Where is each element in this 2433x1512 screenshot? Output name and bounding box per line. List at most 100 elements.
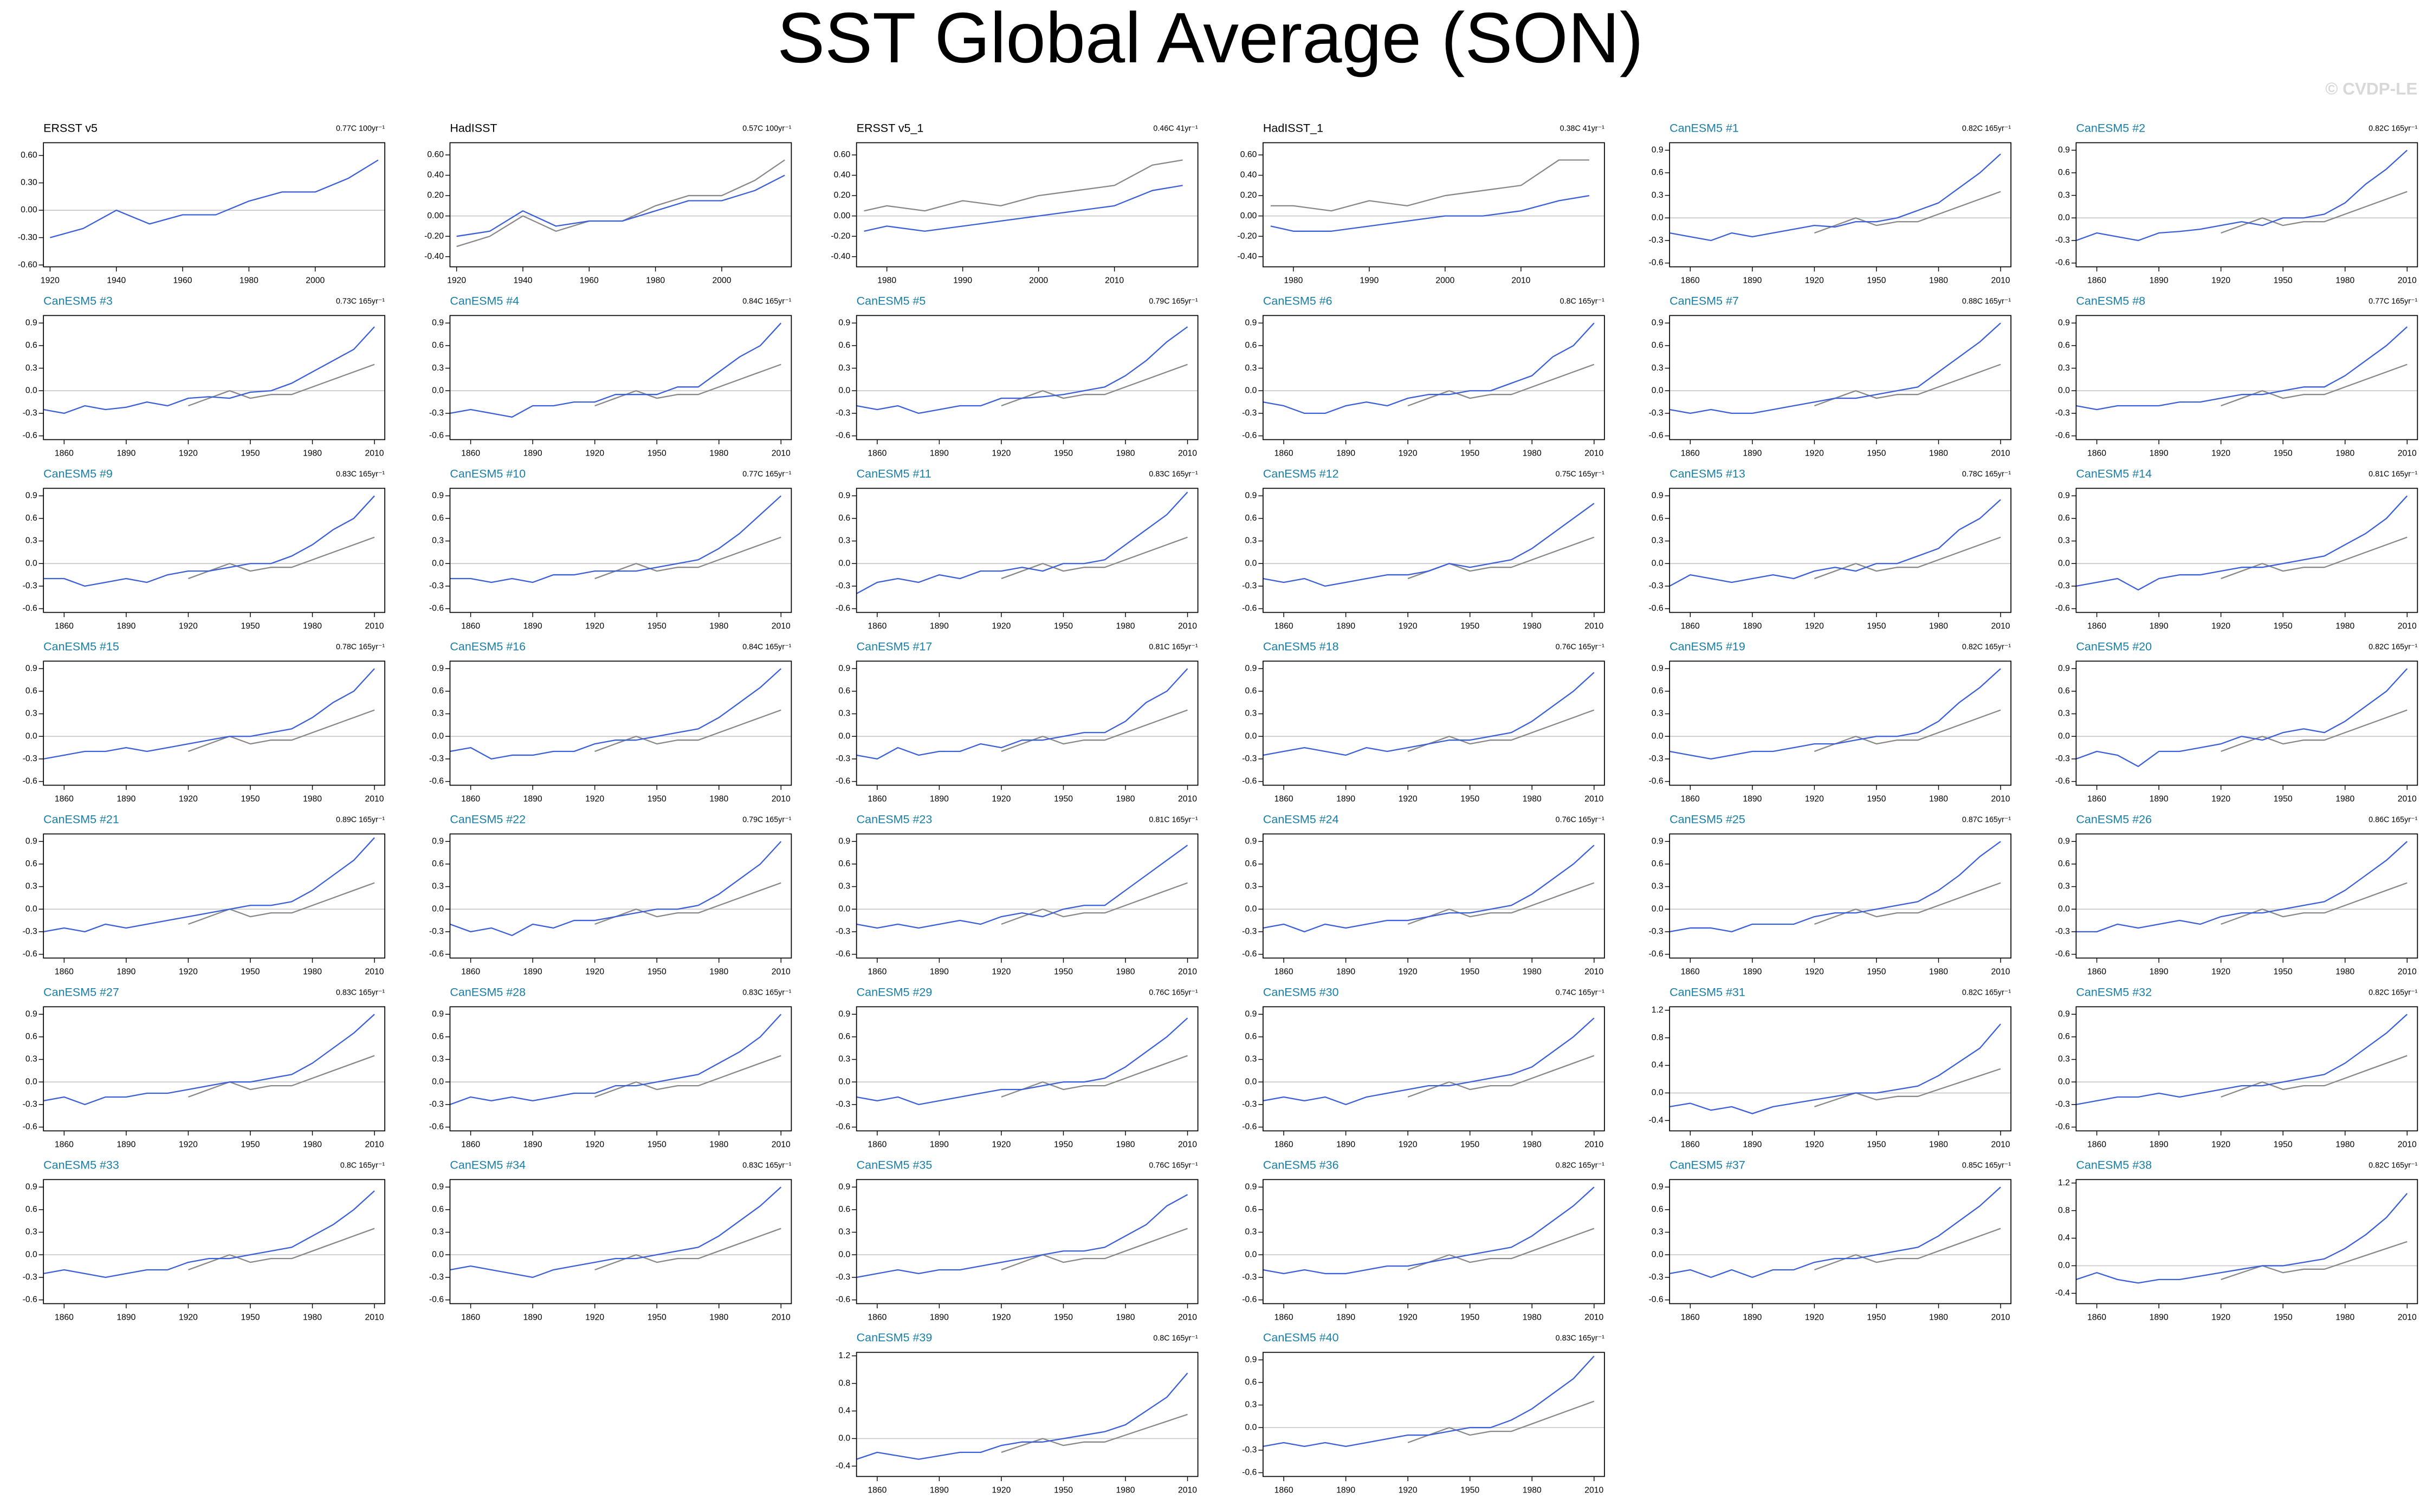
panel: CanESM5 #19 0.82C 165yr⁻¹ -0.6 -0.3 0.0 0.3 0.…: [1649, 640, 2011, 803]
trend-label: 0.79C 165yr⁻¹: [742, 815, 791, 824]
y-tick-label: 0.3: [1245, 536, 1257, 546]
y-tick-label: 0.6: [1652, 168, 1664, 177]
y-tick-label: 0.40: [427, 171, 444, 180]
panel-title: CanESM5 #4: [450, 294, 519, 307]
x-tick-label: 1860: [55, 794, 74, 803]
trend-label: 0.77C 165yr⁻¹: [2369, 297, 2417, 306]
x-tick-label: 2010: [1584, 967, 1603, 976]
y-tick-label: -0.6: [1242, 431, 1257, 440]
y-tick-label: -0.6: [2055, 258, 2070, 268]
y-tick-label: -0.6: [836, 1122, 850, 1132]
trend-label: 0.82C 165yr⁻¹: [1962, 124, 2011, 133]
y-tick-label: -0.3: [836, 1273, 850, 1282]
plot-frame: [1669, 142, 2011, 268]
panel-title: CanESM5 #12: [1263, 467, 1339, 480]
panel: CanESM5 #10 0.77C 165yr⁻¹ -0.6 -0.3 0.0 0.3 0.…: [429, 467, 792, 631]
plot-frame: [1263, 1352, 1605, 1477]
x-tick-label: 1950: [1867, 967, 1886, 976]
x-tick-label: 1980: [1929, 449, 1948, 458]
y-tick-label: 0.3: [25, 536, 37, 546]
y-tick-label: 0.6: [432, 1205, 444, 1214]
panel: CanESM5 #26 0.86C 165yr⁻¹ -0.6 -0.3 0.0 0.3 0.…: [2055, 813, 2418, 976]
y-tick-label: 0.0: [25, 1077, 37, 1086]
panel: CanESM5 #27 0.83C 165yr⁻¹ -0.6 -0.3 0.0 0.3 0.…: [23, 985, 386, 1149]
x-tick-label: 1950: [2274, 1140, 2293, 1149]
series-line: [1263, 1186, 1595, 1275]
x-tick-label: 1860: [1274, 1140, 1293, 1149]
y-tick-label: 0.6: [1245, 1205, 1257, 1214]
x-tick-label: 1950: [1460, 967, 1479, 976]
y-tick-label: -0.6: [836, 1295, 850, 1305]
y-tick-label: 0.9: [432, 1182, 444, 1191]
x-tick-label: 1950: [1867, 1313, 1886, 1322]
y-tick-label: -0.20: [831, 231, 850, 241]
x-tick-label: 1890: [1336, 794, 1355, 803]
x-tick-label: 1920: [2211, 967, 2230, 976]
y-tick-label: 0.9: [25, 664, 37, 673]
y-tick-label: 0.6: [838, 686, 850, 696]
panel-title: CanESM5 #1: [1670, 121, 1739, 134]
trend-label: 0.38C 41yr⁻¹: [1560, 124, 1604, 133]
y-tick-label: 0.3: [432, 536, 444, 546]
y-tick-label: -0.3: [1649, 236, 1664, 245]
x-tick-label: 1920: [179, 621, 198, 631]
x-tick-label: 1980: [1116, 1140, 1135, 1149]
x-tick-label: 1920: [1399, 1140, 1418, 1149]
x-tick-label: 2010: [772, 794, 791, 803]
x-tick-label: 1950: [1867, 276, 1886, 285]
x-tick-label: 1950: [241, 1313, 260, 1322]
y-tick-label: -0.3: [836, 927, 850, 936]
y-tick-label: 0.0: [2058, 904, 2070, 913]
series-line: [594, 882, 781, 925]
x-tick-label: 1950: [2274, 794, 2293, 803]
y-tick-label: -0.6: [429, 431, 444, 440]
plot-frame: [43, 315, 386, 440]
plot-frame: [1669, 1006, 2011, 1132]
x-tick-label: 1980: [709, 621, 728, 631]
panel-title: CanESM5 #3: [43, 294, 113, 307]
y-tick-label: 0.0: [25, 731, 37, 741]
y-tick-label: 0.9: [432, 318, 444, 327]
panel-title: CanESM5 #39: [857, 1331, 933, 1344]
x-tick-label: 2010: [1178, 1313, 1197, 1322]
x-tick-label: 1890: [1743, 967, 1762, 976]
x-tick-label: 2010: [1584, 794, 1603, 803]
series-line: [456, 174, 785, 237]
x-tick-label: 1920: [1805, 1313, 1824, 1322]
x-tick-label: 2010: [365, 967, 384, 976]
x-tick-label: 2010: [1991, 1140, 2010, 1149]
y-tick-label: -0.4: [1649, 1116, 1664, 1125]
y-tick-label: 0.3: [432, 882, 444, 891]
y-tick-label: 0.0: [838, 904, 850, 913]
x-tick-label: 1890: [523, 967, 542, 976]
x-tick-label: 1990: [1360, 276, 1379, 285]
panel-title: CanESM5 #5: [857, 294, 926, 307]
y-tick-label: -0.6: [1242, 1122, 1257, 1132]
x-tick-label: 1920: [992, 1313, 1011, 1322]
y-tick-label: 0.9: [25, 491, 37, 500]
panel: CanESM5 #1 0.82C 165yr⁻¹ -0.6 -0.3 0.0 0.3 0.6…: [1649, 121, 2011, 285]
x-tick-label: 2010: [1991, 276, 2010, 285]
y-tick-label: 0.9: [2058, 1009, 2070, 1018]
y-tick-label: 0.4: [2058, 1234, 2070, 1243]
panel: CanESM5 #38 0.82C 165yr⁻¹ -0.4 0.0 0.4 0.8 1.2…: [2055, 1158, 2418, 1322]
x-tick-label: 2010: [365, 794, 384, 803]
y-tick-label: -0.3: [1649, 581, 1664, 590]
series-line: [2221, 191, 2408, 234]
plot-frame: [449, 142, 792, 268]
x-tick-label: 1980: [1523, 621, 1542, 631]
y-tick-label: -0.6: [1242, 777, 1257, 786]
x-tick-label: 1890: [117, 621, 135, 631]
y-tick-label: 0.0: [25, 386, 37, 395]
y-tick-label: -0.3: [2055, 927, 2070, 936]
panel-title: CanESM5 #16: [450, 640, 526, 653]
x-tick-label: 1860: [868, 967, 887, 976]
y-tick-label: -0.6: [1242, 1295, 1257, 1305]
panel: CanESM5 #28 0.83C 165yr⁻¹ -0.6 -0.3 0.0 0.3 0.…: [429, 985, 792, 1149]
x-tick-label: 1980: [303, 794, 322, 803]
y-tick-label: 0.6: [25, 859, 37, 868]
trend-label: 0.57C 100yr⁻¹: [742, 124, 791, 133]
series-line: [1669, 841, 2001, 933]
panel: CanESM5 #40 0.83C 165yr⁻¹ -0.6 -0.3 0.0 0.3 0.…: [1242, 1331, 1605, 1495]
